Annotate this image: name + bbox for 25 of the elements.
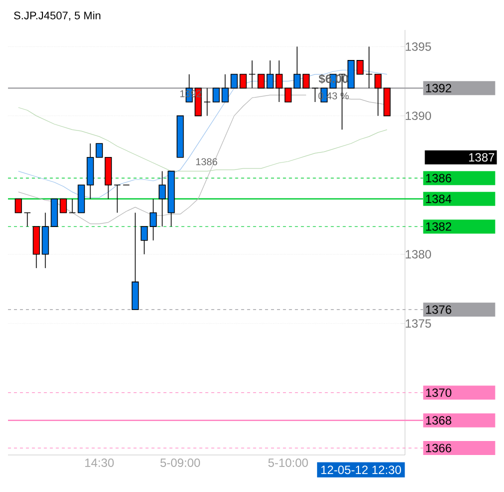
- ref-line-label: 1368: [426, 416, 452, 425]
- x-tick-label: 5-10:00: [268, 458, 308, 467]
- chart-title: S.JP.J4507, 5 Min: [14, 11, 100, 21]
- x-tick-label: 5-09:00: [160, 458, 200, 467]
- text: 12-05-12 12:30: [321, 466, 402, 474]
- y-tick-label: 1390: [406, 112, 432, 120]
- candlestick: [248, 60, 256, 89]
- annotation: 1392: [180, 90, 202, 98]
- ref-line-label: 1366: [426, 444, 452, 452]
- candlestick: [42, 212, 49, 268]
- y-tick-label: 1375: [406, 319, 431, 328]
- ref-line-label: 1392: [426, 84, 452, 92]
- ref-line-label: 1376: [426, 305, 452, 314]
- ref-line-label: 1384: [426, 194, 452, 204]
- ref-line-label: 1382: [426, 222, 452, 231]
- y-tick-label: 1395: [406, 42, 431, 51]
- ref-line-label: 1370: [426, 388, 452, 397]
- ref-line-label: 1386: [426, 174, 452, 182]
- annotation: 1386: [196, 158, 218, 166]
- candlestick: [204, 88, 211, 116]
- text: 1387: [469, 153, 494, 162]
- candlestick: [276, 60, 283, 102]
- x-tick-label: 14:30: [85, 458, 114, 467]
- candlestick: [365, 46, 373, 89]
- y-tick-label: 1380: [406, 250, 432, 258]
